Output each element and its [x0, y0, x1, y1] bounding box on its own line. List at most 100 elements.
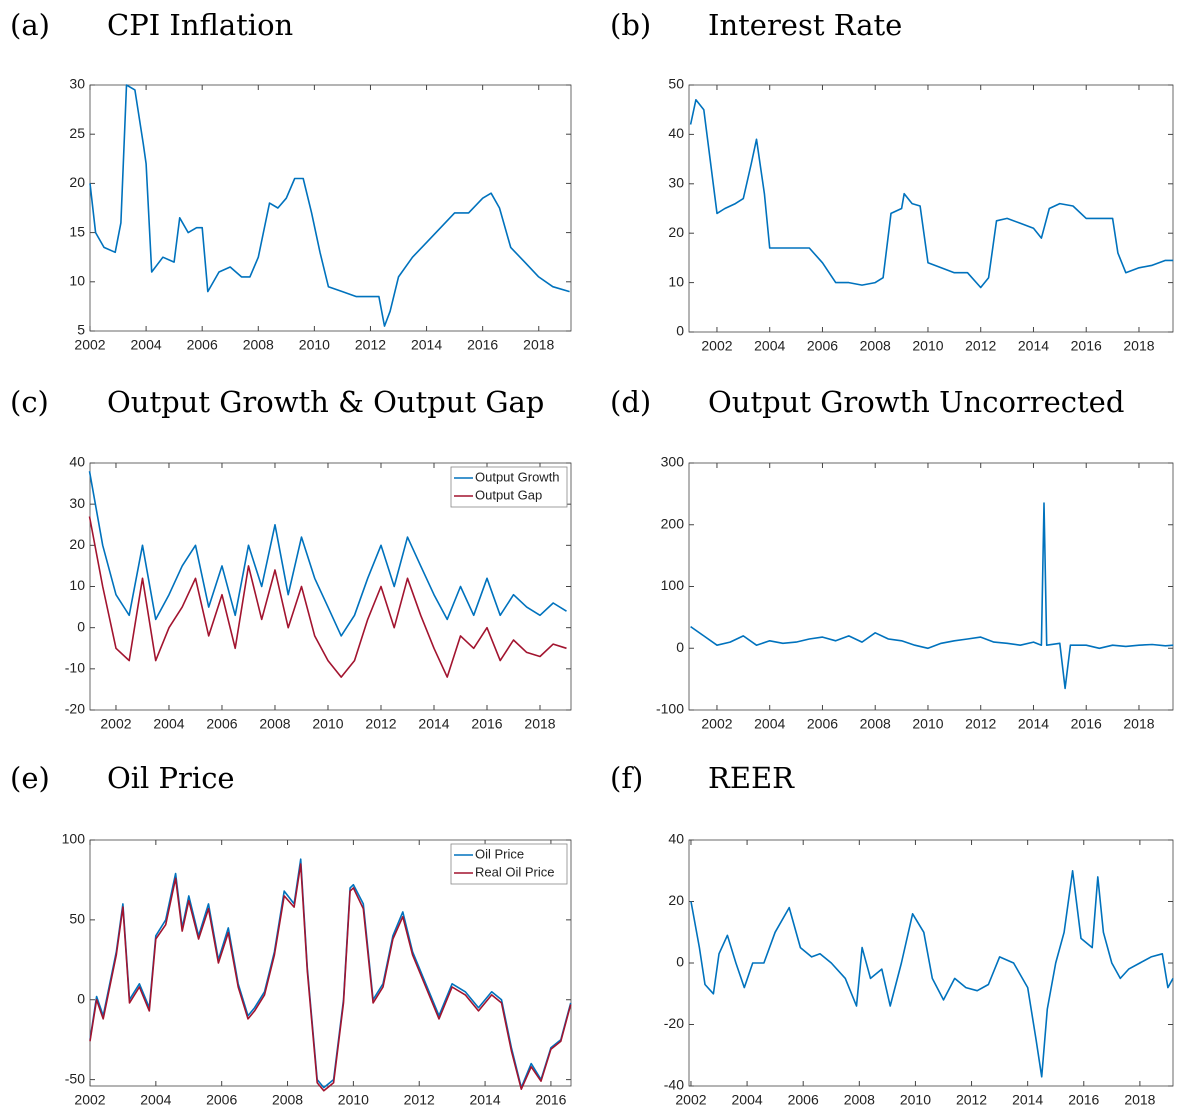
x-tick-label: 2004	[140, 1092, 171, 1108]
x-tick-label: 2004	[754, 716, 785, 732]
y-tick-label: 40	[668, 831, 684, 847]
y-tick-label: -100	[656, 701, 684, 717]
x-tick-label: 2010	[900, 1092, 931, 1108]
y-tick-label: -20	[65, 701, 85, 717]
y-tick-label: -50	[65, 1070, 85, 1086]
panel-title: CPI Inflation	[107, 8, 293, 42]
x-tick-label: 2018	[524, 716, 555, 732]
x-tick-label: 2008	[844, 1092, 875, 1108]
panel-label: (e)	[10, 761, 50, 795]
y-tick-label: 20	[69, 536, 85, 552]
x-tick-label: 2010	[338, 1092, 369, 1108]
x-tick-label: 2014	[411, 337, 442, 353]
y-tick-label: 10	[69, 577, 85, 593]
series-line	[690, 502, 1174, 690]
y-tick-label: 25	[69, 125, 85, 141]
plot-frame	[89, 84, 572, 332]
series-line	[88, 471, 567, 637]
series-line	[88, 516, 567, 678]
series-line	[689, 99, 1174, 289]
y-tick-label: 300	[661, 454, 685, 470]
y-tick-label: 0	[676, 639, 684, 655]
y-tick-label: 200	[661, 515, 685, 531]
plot-frame	[688, 84, 1174, 333]
x-tick-label: 2014	[469, 1092, 500, 1108]
x-tick-label: 2004	[153, 716, 184, 732]
x-tick-label: 2006	[807, 338, 838, 354]
y-tick-label: 40	[668, 125, 684, 141]
panel-title: Output Growth Uncorrected	[708, 385, 1124, 419]
x-tick-label: 2002	[675, 1092, 706, 1108]
x-tick-label: 2012	[404, 1092, 435, 1108]
y-tick-label: 20	[69, 174, 85, 190]
x-tick-label: 2002	[701, 338, 732, 354]
y-tick-label: 20	[668, 224, 684, 240]
x-tick-label: 2016	[1068, 1092, 1099, 1108]
y-tick-label: 50	[668, 76, 684, 92]
x-tick-label: 2012	[965, 716, 996, 732]
panel-label: (d)	[610, 385, 651, 419]
x-tick-label: 2002	[701, 716, 732, 732]
legend-label: Output Growth	[475, 469, 560, 484]
legend-label: Oil Price	[475, 846, 524, 861]
y-tick-label: 50	[69, 911, 85, 927]
x-tick-label: 2018	[1124, 1092, 1155, 1108]
x-tick-label: 2006	[807, 716, 838, 732]
x-tick-label: 2002	[100, 716, 131, 732]
x-tick-label: 2018	[1123, 716, 1154, 732]
panel-label: (b)	[610, 8, 651, 42]
x-tick-label: 2012	[355, 337, 386, 353]
x-tick-label: 2014	[418, 716, 449, 732]
series-line	[690, 870, 1174, 1078]
x-tick-label: 2002	[74, 337, 105, 353]
legend-label: Real Oil Price	[475, 864, 554, 879]
x-tick-label: 2006	[788, 1092, 819, 1108]
y-tick-label: 20	[668, 892, 684, 908]
series-line	[89, 863, 572, 1092]
x-tick-label: 2018	[1123, 338, 1154, 354]
legend-label: Output Gap	[475, 487, 542, 502]
x-tick-label: 2014	[1012, 1092, 1043, 1108]
x-tick-label: 2004	[754, 338, 785, 354]
y-tick-label: 100	[661, 577, 685, 593]
y-tick-label: 10	[668, 273, 684, 289]
y-tick-label: -20	[664, 1015, 684, 1031]
x-tick-label: 2006	[187, 337, 218, 353]
panel-label: (a)	[10, 8, 50, 42]
x-tick-label: 2010	[912, 716, 943, 732]
x-tick-label: 2012	[965, 338, 996, 354]
x-tick-label: 2016	[1071, 338, 1102, 354]
x-tick-label: 2014	[1018, 338, 1049, 354]
x-tick-label: 2016	[535, 1092, 566, 1108]
y-tick-label: 10	[69, 273, 85, 289]
x-tick-label: 2008	[860, 338, 891, 354]
y-tick-label: 0	[77, 990, 85, 1006]
y-tick-label: 30	[668, 175, 684, 191]
x-tick-label: 2018	[523, 337, 554, 353]
panel-label: (f)	[610, 761, 643, 795]
x-tick-label: 2006	[206, 1092, 237, 1108]
y-tick-label: 0	[676, 954, 684, 970]
x-tick-label: 2008	[259, 716, 290, 732]
x-tick-label: 2012	[365, 716, 396, 732]
x-tick-label: 2016	[1071, 716, 1102, 732]
x-tick-label: 2016	[467, 337, 498, 353]
x-tick-label: 2010	[912, 338, 943, 354]
x-tick-label: 2006	[206, 716, 237, 732]
x-tick-label: 2004	[131, 337, 162, 353]
y-tick-label: 0	[676, 323, 684, 339]
y-tick-label: 40	[69, 454, 85, 470]
y-tick-label: -10	[65, 660, 85, 676]
series-line	[89, 858, 572, 1089]
legend-box	[450, 843, 568, 885]
y-tick-label: 30	[69, 76, 85, 92]
panel-title: Output Growth & Output Gap	[107, 385, 544, 419]
y-tick-label: 5	[77, 322, 85, 338]
x-tick-label: 2012	[956, 1092, 987, 1108]
x-tick-label: 2004	[732, 1092, 763, 1108]
panel-title: Interest Rate	[708, 8, 902, 42]
panel-title: Oil Price	[107, 761, 235, 795]
x-tick-label: 2008	[860, 716, 891, 732]
y-tick-label: 30	[69, 495, 85, 511]
